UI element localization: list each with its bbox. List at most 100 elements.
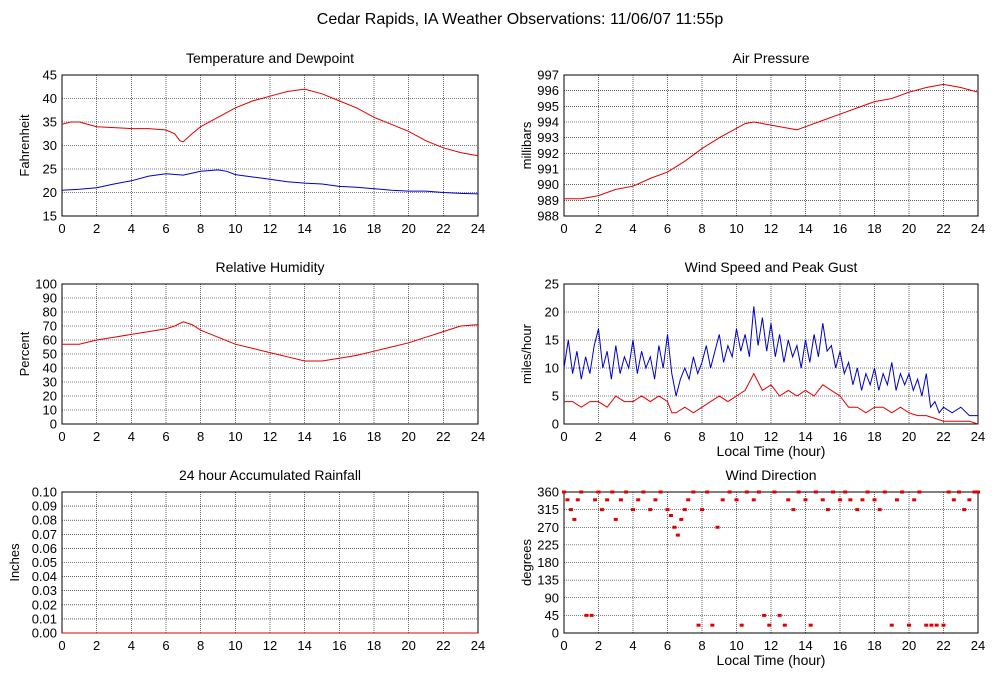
chart-title: Wind Speed and Peak Gust <box>685 259 858 275</box>
y-tick-label: 0 <box>50 417 57 432</box>
x-tick-label: 22 <box>936 429 950 444</box>
x-axis-label: Local Time (hour) <box>717 443 826 459</box>
plot-frame <box>563 491 979 634</box>
scatter-point <box>572 517 577 521</box>
y-tick-label: 30 <box>43 138 57 153</box>
scatter-point <box>691 490 696 494</box>
scatter-point <box>872 498 877 502</box>
scatter-point <box>946 490 951 494</box>
series-line-1 <box>564 372 979 425</box>
scatter-point <box>668 514 673 517</box>
scatter-point <box>860 498 865 502</box>
scatter-point <box>912 498 917 502</box>
x-tick-label: 20 <box>902 638 916 653</box>
x-tick-label: 2 <box>93 638 100 653</box>
x-tick-label: 14 <box>798 638 812 653</box>
scatter-point <box>820 498 825 502</box>
y-tick-label: 10 <box>545 361 559 376</box>
scatter-point <box>589 613 594 617</box>
scatter-point <box>658 490 663 494</box>
x-tick-label: 20 <box>902 221 916 236</box>
x-tick-label: 16 <box>332 429 346 444</box>
scatter-point <box>599 508 604 512</box>
scatter-point <box>618 498 623 502</box>
series-line-0 <box>564 83 979 200</box>
scatter-point <box>720 498 725 502</box>
x-tick-label: 20 <box>902 429 916 444</box>
x-tick-label: 20 <box>401 638 415 653</box>
scatter-point <box>831 490 836 494</box>
scatter-point <box>762 613 767 617</box>
scatter-point <box>796 490 801 494</box>
scatter-point <box>641 490 646 494</box>
scatter-point <box>715 525 720 529</box>
x-tick-label: 12 <box>764 638 778 653</box>
y-tick-label: 40 <box>43 361 57 376</box>
scatter-point <box>710 623 715 627</box>
y-tick-label: 0 <box>552 417 559 432</box>
scatter-point <box>575 498 580 502</box>
y-tick-label: 360 <box>537 485 559 500</box>
scatter-point <box>584 613 589 617</box>
y-axis-label: millibars <box>519 121 534 169</box>
y-tick-label: 10 <box>43 403 57 418</box>
x-tick-label: 16 <box>332 221 346 236</box>
scatter-point <box>672 525 677 529</box>
y-tick-label: 988 <box>537 209 559 224</box>
y-tick-label: 0.05 <box>32 555 57 570</box>
x-tick-label: 10 <box>729 429 743 444</box>
scatter-point <box>786 498 791 502</box>
x-tick-label: 8 <box>698 429 705 444</box>
scatter-point <box>631 508 635 512</box>
y-tick-label: 0.00 <box>32 626 57 641</box>
scatter-point <box>843 490 848 494</box>
x-tick-label: 24 <box>971 638 985 653</box>
scatter-point <box>855 508 860 512</box>
y-tick-label: 5 <box>552 389 559 404</box>
x-tick-label: 4 <box>128 638 135 653</box>
y-tick-label: 989 <box>537 193 559 208</box>
scatter-point <box>696 623 701 627</box>
scatter-point <box>739 623 744 627</box>
y-tick-label: 994 <box>537 115 559 130</box>
y-tick-label: 90 <box>545 590 559 605</box>
x-tick-label: 16 <box>833 429 847 444</box>
scatter-point <box>686 498 691 502</box>
scatter-point <box>565 498 570 502</box>
scatter-point <box>562 490 566 494</box>
x-tick-label: 6 <box>162 638 169 653</box>
x-tick-label: 8 <box>698 638 705 653</box>
x-tick-label: 12 <box>263 221 277 236</box>
plot-frame <box>61 74 479 217</box>
y-tick-label: 992 <box>537 146 559 161</box>
x-tick-label: 6 <box>664 429 671 444</box>
y-tick-label: 0.06 <box>32 541 57 556</box>
scatter-point <box>705 490 710 494</box>
x-tick-label: 10 <box>228 429 242 444</box>
scatter-point <box>579 490 584 494</box>
x-tick-label: 14 <box>297 638 311 653</box>
x-tick-label: 20 <box>401 429 415 444</box>
scatter-point <box>596 490 601 494</box>
x-tick-label: 24 <box>971 221 985 236</box>
x-tick-label: 12 <box>764 221 778 236</box>
scatter-point <box>624 490 629 494</box>
y-tick-label: 45 <box>43 68 57 83</box>
scatter-point <box>882 490 887 494</box>
y-tick-label: 0.09 <box>32 499 57 514</box>
y-tick-label: 0.03 <box>32 583 57 598</box>
y-tick-label: 90 <box>43 291 57 306</box>
x-tick-label: 12 <box>263 429 277 444</box>
series-line-0 <box>563 306 978 417</box>
scatter-point <box>605 498 610 502</box>
x-tick-label: 2 <box>595 221 602 236</box>
x-tick-label: 24 <box>471 638 485 653</box>
plot-frame <box>61 283 479 425</box>
